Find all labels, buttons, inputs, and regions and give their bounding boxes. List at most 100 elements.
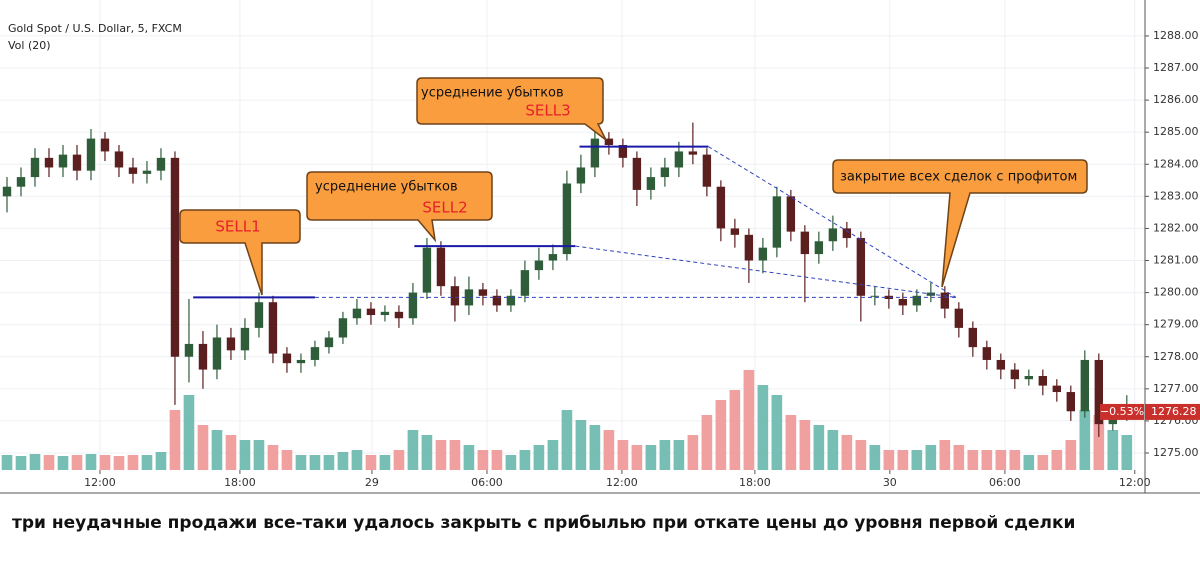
candle-body	[184, 343, 194, 357]
candle-body	[380, 311, 390, 316]
volume-bar	[155, 452, 167, 470]
volume-bar	[925, 445, 937, 470]
candle-body	[744, 234, 754, 261]
candle-body	[1052, 385, 1062, 393]
candle-body	[954, 308, 964, 328]
candle-body	[688, 151, 698, 155]
volume-bar	[295, 455, 307, 470]
volume-bar	[785, 415, 797, 470]
x-tick-label: 18:00	[224, 476, 256, 489]
callout-text: SELL2	[422, 199, 467, 217]
volume-bar	[1079, 410, 1091, 470]
volume-bar	[1093, 415, 1105, 470]
candle-body	[128, 167, 138, 174]
candle-body	[786, 196, 796, 232]
last-price-box	[1145, 403, 1200, 420]
candle-body	[324, 337, 334, 348]
candle-body	[156, 157, 166, 171]
volume-bar	[99, 455, 111, 470]
y-tick-label: 1279.00	[1153, 318, 1199, 331]
x-tick-label: 12:00	[606, 476, 638, 489]
volume-bar	[197, 425, 209, 470]
y-tick-label: 1287.00	[1153, 61, 1199, 74]
y-tick-label: 1283.00	[1153, 189, 1199, 202]
volume-bar	[1037, 455, 1049, 470]
callout-text: усреднение убытков	[421, 86, 564, 101]
callout-box	[832, 159, 1088, 288]
candle-body	[562, 183, 572, 255]
callout: усреднение убытков SELL3	[416, 77, 607, 141]
last-price-label: 1276.28	[1151, 405, 1197, 418]
volume-bar	[1121, 435, 1133, 470]
volume-bar	[1051, 450, 1063, 470]
volume-bar	[855, 440, 867, 470]
candle-body	[828, 228, 838, 242]
candle-body	[198, 343, 208, 370]
price-pane	[2, 122, 1132, 437]
level-projection	[708, 146, 957, 298]
volume-bar	[575, 420, 587, 470]
candle-body	[772, 196, 782, 248]
volume-bar	[757, 385, 769, 470]
volume-bar	[127, 455, 139, 470]
volume-bar	[589, 425, 601, 470]
volume-bar	[57, 456, 69, 470]
candle-body	[1024, 376, 1034, 380]
candle-body	[632, 157, 642, 190]
volume-bar	[1009, 450, 1021, 470]
y-tick-label: 1284.00	[1153, 157, 1199, 170]
volume-bar	[323, 455, 335, 470]
volume-bar	[953, 445, 965, 470]
candle-body	[44, 157, 54, 168]
volume-bar	[939, 440, 951, 470]
x-tick-label: 06:00	[989, 476, 1021, 489]
candle-body	[702, 154, 712, 187]
volume-bar	[841, 435, 853, 470]
volume-bar	[799, 420, 811, 470]
volume-bar	[267, 445, 279, 470]
candle-body	[716, 186, 726, 229]
volume-bar	[505, 455, 517, 470]
candle-body	[478, 289, 488, 296]
candle-body	[1038, 376, 1048, 386]
callout: SELL1	[179, 209, 301, 296]
candle-body	[394, 311, 404, 319]
candle-body	[912, 295, 922, 306]
volume-bar	[617, 440, 629, 470]
candle-body	[968, 327, 978, 348]
volume-bar	[1, 455, 13, 470]
callout-text: SELL3	[525, 102, 570, 120]
levels	[193, 145, 957, 299]
x-tick-label: 18:00	[739, 476, 771, 489]
candle-body	[2, 186, 12, 197]
volume-bar	[967, 450, 979, 470]
volume-bar	[141, 455, 153, 470]
volume-bar	[561, 410, 573, 470]
volume-bar	[897, 450, 909, 470]
candle-body	[814, 241, 824, 255]
level-projection	[575, 245, 957, 298]
candle-body	[674, 151, 684, 168]
candle-body	[254, 302, 264, 328]
volume-bar	[393, 450, 405, 470]
candle-body	[226, 337, 236, 351]
candle-body	[58, 154, 68, 168]
volume-bar	[407, 430, 419, 470]
candle-body	[898, 299, 908, 306]
volume-pane	[1, 370, 1133, 470]
candle-body	[114, 151, 124, 168]
candle-body	[604, 138, 614, 146]
candle-body	[856, 238, 866, 296]
y-tick-label: 1280.00	[1153, 286, 1199, 299]
x-tick-label: 06:00	[471, 476, 503, 489]
candle-body	[464, 289, 474, 306]
change-box	[1100, 403, 1144, 420]
x-tick-label: 12:00	[84, 476, 116, 489]
candle-body	[1080, 359, 1090, 412]
callout-box	[416, 77, 607, 141]
candle-body	[100, 138, 110, 152]
y-tick-label: 1286.00	[1153, 93, 1199, 106]
candle-body	[268, 302, 278, 354]
